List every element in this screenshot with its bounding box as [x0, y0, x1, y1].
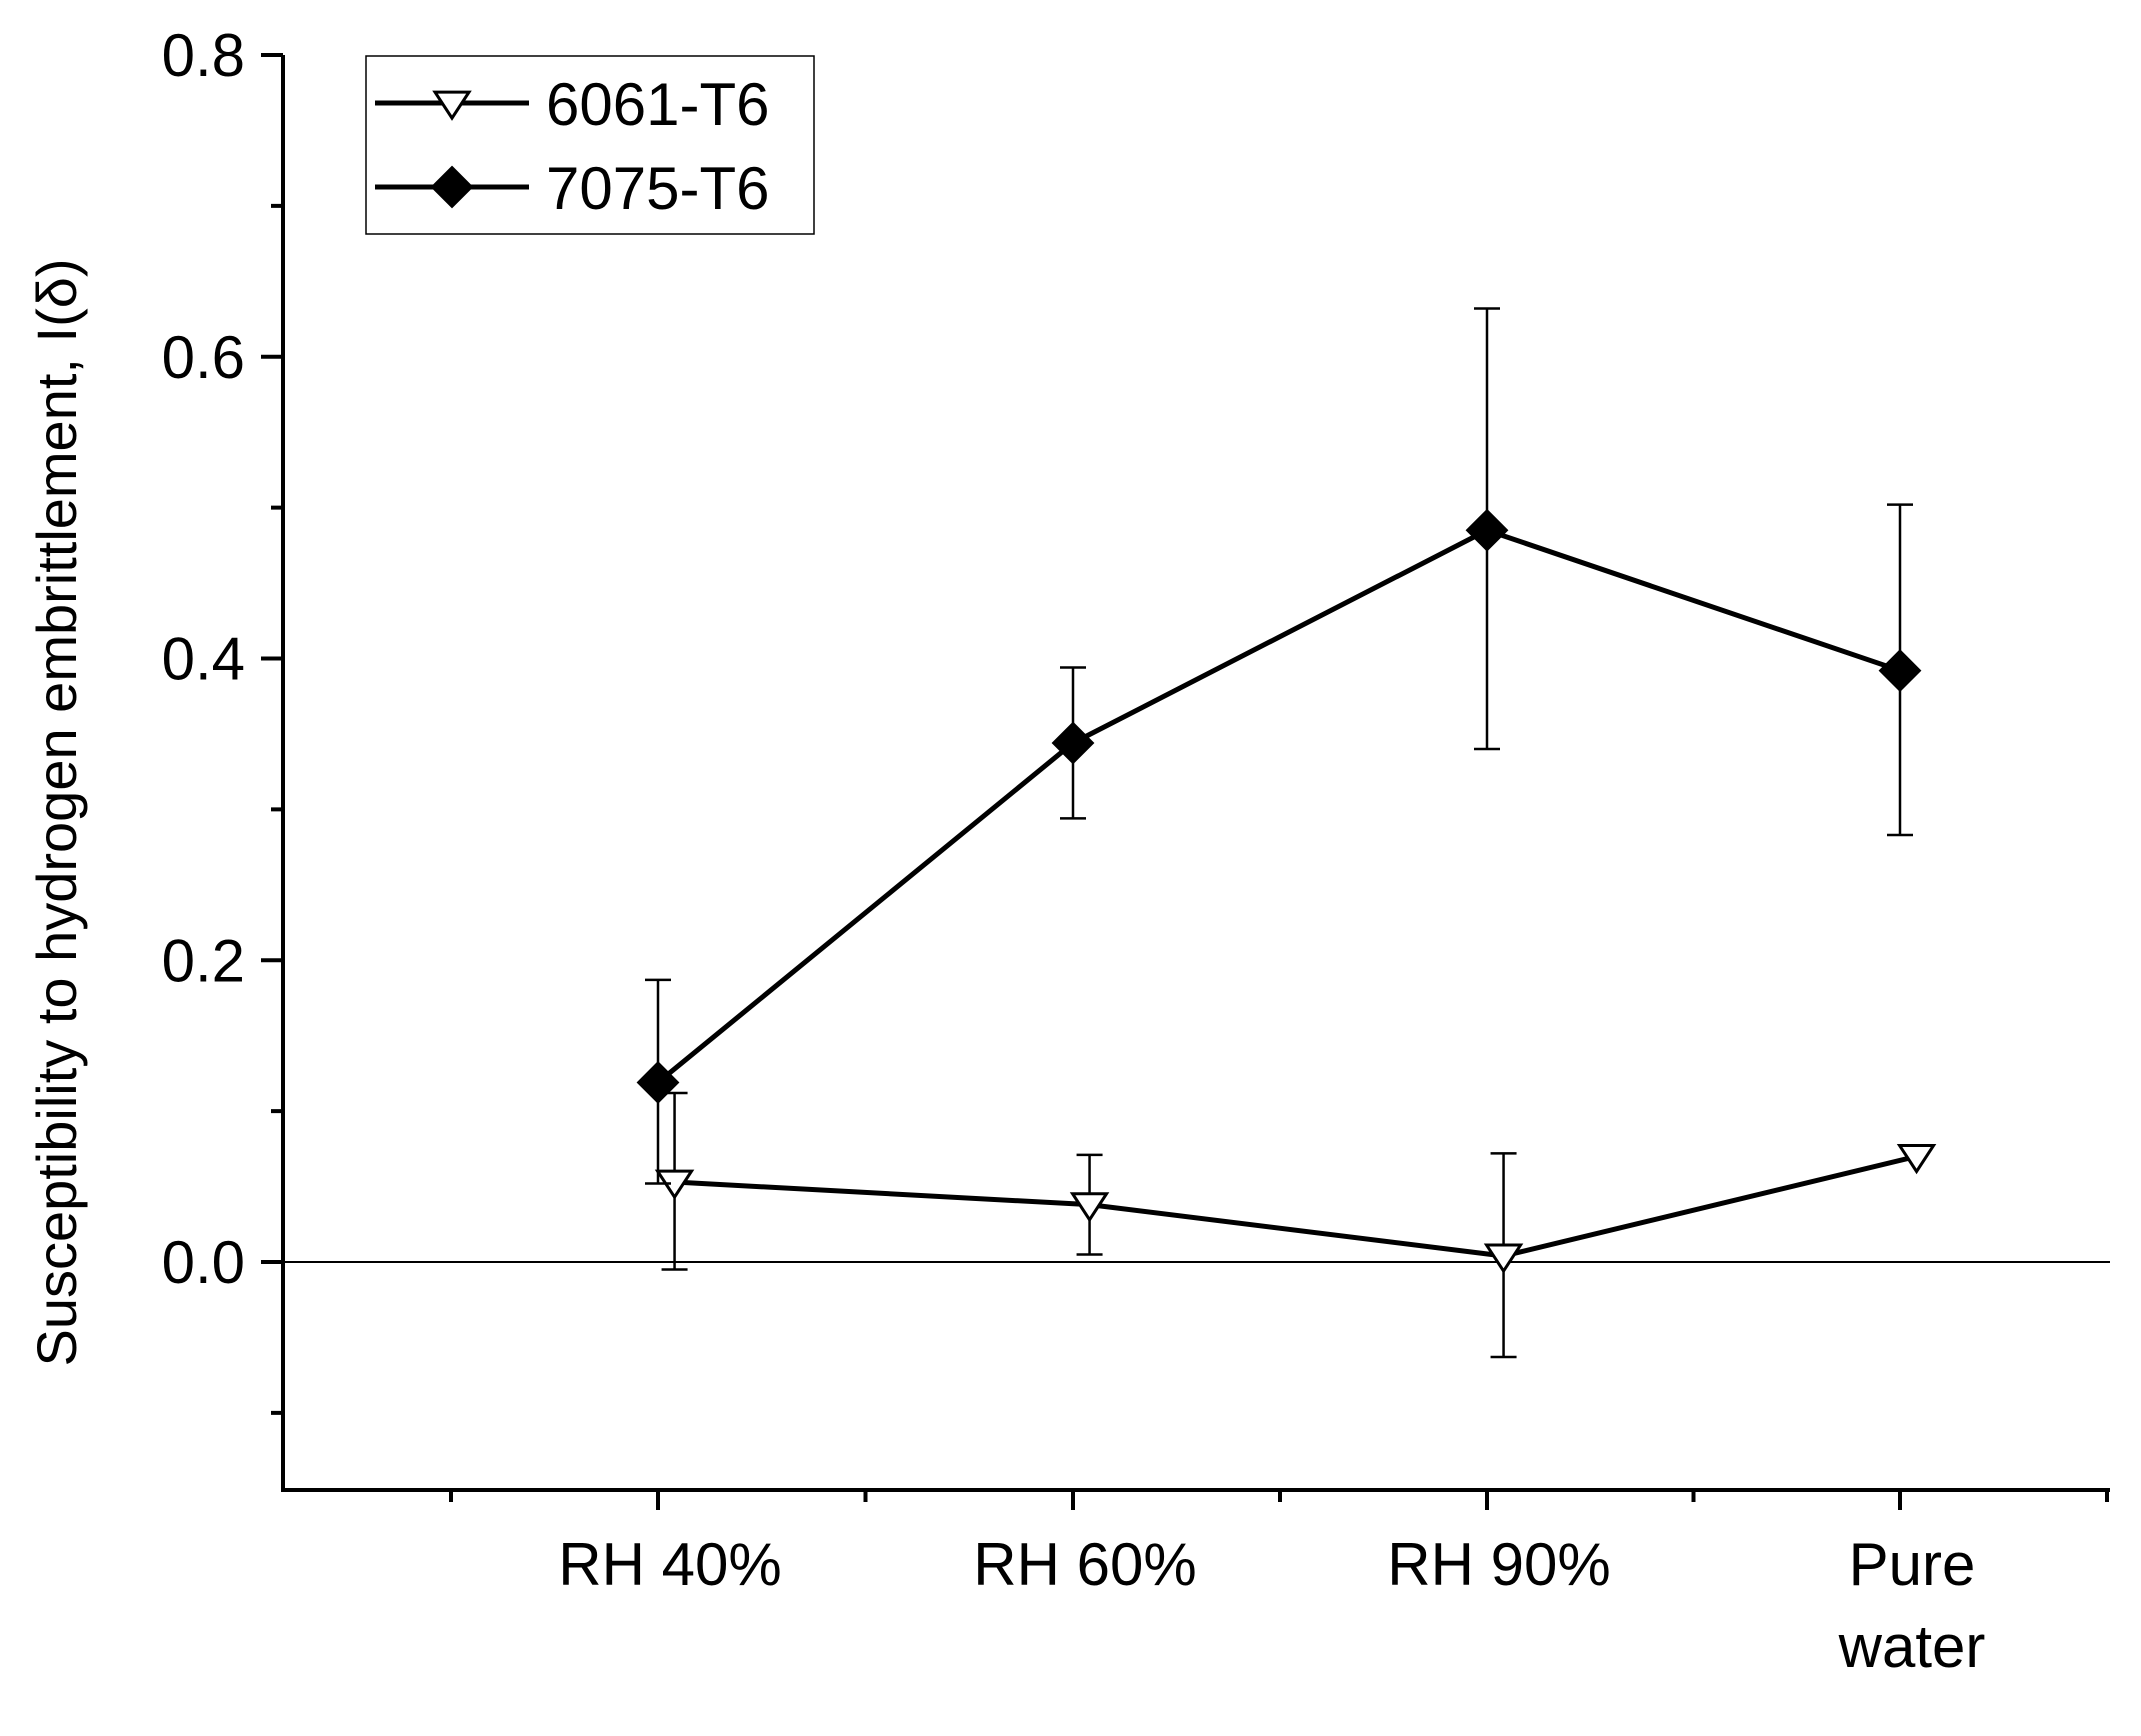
series-line	[674, 1153, 1918, 1259]
series-7075-T6	[636, 307, 1922, 1185]
series-6061-T6	[654, 1091, 1937, 1359]
x-category-label-line: RH 60%	[973, 1531, 1196, 1598]
legend: 6061-T6 7075-T6	[365, 55, 815, 235]
y-tick-label: 0.4	[162, 626, 245, 693]
data-point	[636, 1061, 680, 1104]
axes: 0.0 0.2 0.4 0.6 0.8 RH 40% RH 60% RH 90% Pure wat…	[25, 22, 2110, 1680]
y-axis-title: Susceptibility to hydrogen embrittlement…	[25, 258, 88, 1366]
x-category-label-line: RH 40%	[558, 1531, 781, 1598]
x-category-label-line: RH 90%	[1387, 1531, 1610, 1598]
y-tick-label: 0.8	[162, 22, 245, 89]
series-line	[656, 527, 1901, 1085]
x-category-label: RH 60%	[973, 1531, 1196, 1598]
series-layer	[636, 307, 1937, 1359]
x-category-label: Pure water	[1838, 1531, 1986, 1680]
data-point	[1069, 1192, 1110, 1223]
data-point	[1465, 508, 1509, 552]
y-tick-label: 0.6	[162, 324, 245, 391]
data-point	[1878, 649, 1922, 692]
legend-box	[365, 55, 815, 235]
legend-marker	[430, 165, 474, 209]
legend-marker	[432, 90, 472, 121]
y-tick-label: 0.2	[162, 927, 245, 994]
legend-label: 7075-T6	[546, 155, 769, 222]
data-point	[1051, 721, 1095, 765]
legend-label: 6061-T6	[546, 71, 769, 138]
data-point	[1896, 1143, 1937, 1175]
x-category-label-line: Pure	[1849, 1531, 1976, 1598]
x-category-label: RH 90%	[1387, 1531, 1610, 1598]
x-category-label-line: water	[1838, 1613, 1986, 1680]
x-category-label: RH 40%	[558, 1531, 781, 1598]
y-tick-label: 0.0	[162, 1229, 245, 1296]
data-point	[1483, 1243, 1524, 1274]
